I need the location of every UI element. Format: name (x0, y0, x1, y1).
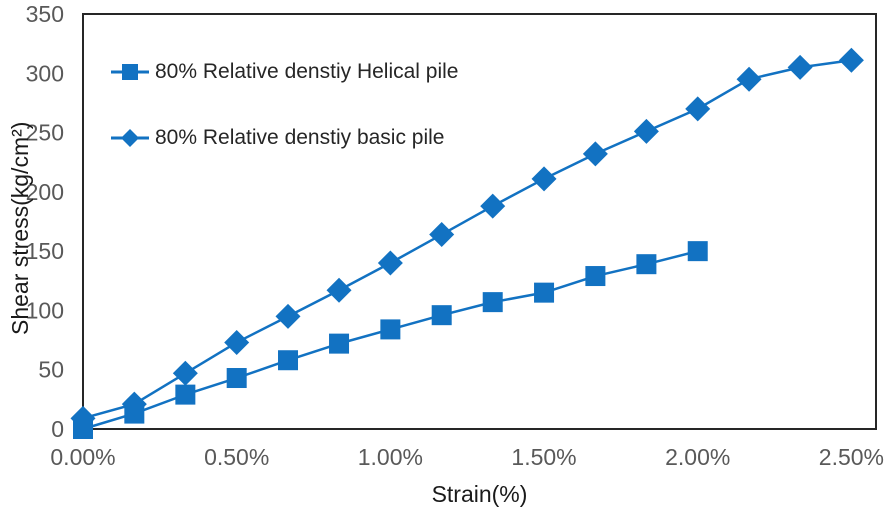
y-tick-label: 350 (26, 1, 64, 27)
data-point-square (278, 350, 299, 371)
data-point-diamond (838, 47, 864, 73)
data-point-square (482, 292, 503, 313)
data-point-diamond (480, 193, 506, 219)
data-point-diamond (531, 166, 557, 192)
x-axis-title: Strain(%) (431, 481, 528, 507)
legend-item-helical-pile: 80% Relative denstiy Helical pile (111, 58, 459, 86)
legend: 80% Relative denstiy Helical pile 80% Re… (111, 58, 459, 152)
y-tick-label: 300 (26, 60, 64, 86)
series-line-0 (82, 249, 699, 431)
data-point-diamond (326, 277, 352, 303)
y-tick-label: 200 (26, 179, 64, 205)
data-point-diamond (377, 250, 403, 276)
legend-label-helical-pile: 80% Relative denstiy Helical pile (155, 60, 459, 83)
y-tick-label: 0 (51, 416, 64, 442)
y-tick-label: 100 (26, 297, 64, 323)
diamond-series-marker-icon (111, 129, 149, 147)
y-tick-label: 250 (26, 120, 64, 146)
data-point-square (380, 319, 401, 340)
x-tick-label: 1.50% (511, 444, 576, 470)
y-tick-label: 50 (38, 357, 64, 383)
x-tick-label: 2.00% (665, 444, 730, 470)
data-point-diamond (275, 303, 301, 329)
y-tick-label: 150 (26, 238, 64, 264)
data-point-square (534, 282, 555, 303)
square-series-marker-icon (111, 64, 149, 80)
data-point-diamond (633, 118, 659, 144)
x-tick-label: 2.50% (819, 444, 884, 470)
y-axis-title: Shear stress(kg/cm²) (7, 121, 33, 335)
data-point-square (687, 241, 708, 262)
data-point-square (329, 333, 350, 354)
data-point-diamond (172, 360, 198, 386)
data-point-square (636, 254, 657, 275)
data-point-diamond (70, 405, 96, 431)
legend-label-basic-pile: 80% Relative denstiy basic pile (155, 126, 445, 149)
plot-border (82, 13, 877, 438)
x-tick-label: 0.50% (204, 444, 269, 470)
data-point-square (175, 384, 196, 405)
data-point-diamond (736, 66, 762, 92)
data-point-square (585, 266, 606, 287)
series-line-1 (82, 59, 852, 420)
data-point-diamond (685, 96, 711, 122)
data-point-diamond (429, 222, 455, 248)
data-point-square (226, 368, 247, 389)
data-point-square (431, 305, 452, 326)
data-point-diamond (224, 329, 250, 355)
data-point-diamond (582, 141, 608, 167)
legend-item-basic-pile: 80% Relative denstiy basic pile (111, 124, 459, 152)
data-point-diamond (787, 54, 813, 80)
data-point-diamond (121, 391, 147, 417)
x-tick-label: 1.00% (358, 444, 423, 470)
x-tick-label: 0.00% (50, 444, 115, 470)
